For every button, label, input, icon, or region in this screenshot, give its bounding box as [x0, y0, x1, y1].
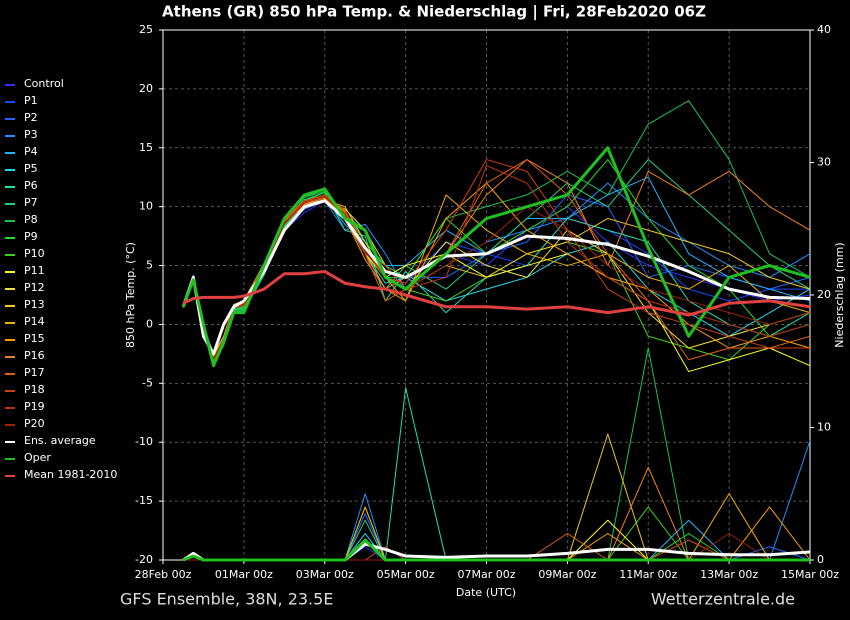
y-tick-label: -20 [135, 553, 153, 566]
y-tick-label: -10 [135, 435, 153, 448]
temp-line [182, 199, 811, 356]
y-tick-label: -15 [135, 494, 153, 507]
legend-label: Mean 1981-2010 [24, 468, 117, 481]
footer-left: GFS Ensemble, 38N, 23.5E [120, 590, 333, 609]
legend-label: P8 [24, 213, 38, 226]
x-tick-label: 01Mar 00z [215, 568, 273, 581]
x-axis-label: Date (UTC) [456, 586, 516, 599]
legend-label: P20 [24, 417, 45, 430]
legend-label: P15 [24, 332, 45, 345]
y-tick-label: -5 [142, 376, 153, 389]
x-tick-label: 09Mar 00z [538, 568, 596, 581]
legend-label: P9 [24, 230, 38, 243]
x-tick-label: 05Mar 00z [377, 568, 435, 581]
legend-label: P17 [24, 366, 45, 379]
temp-line [181, 199, 811, 356]
y2-tick-label: 0 [817, 553, 824, 566]
legend-label: P12 [24, 281, 45, 294]
x-tick-label: 03Mar 00z [296, 568, 354, 581]
y-axis-label: 850 hPa Temp. (°C) [124, 242, 137, 348]
legend-label: P6 [24, 179, 38, 192]
temp-line [181, 146, 811, 368]
legend-label: P10 [24, 247, 45, 260]
y-tick-label: 0 [146, 317, 153, 330]
x-tick-label: 28Feb 00z [135, 568, 192, 581]
legend-label: P13 [24, 298, 45, 311]
legend-label: P5 [24, 162, 38, 175]
x-tick-label: 13Mar 00z [700, 568, 758, 581]
chart-title: Athens (GR) 850 hPa Temp. & Niederschlag… [162, 3, 706, 22]
y-tick-label: 25 [139, 23, 153, 36]
y-tick-label: 20 [139, 82, 153, 95]
legend-label: Oper [24, 451, 51, 464]
y-tick-label: 10 [139, 200, 153, 213]
legend-label: P2 [24, 111, 38, 124]
legend-label: P3 [24, 128, 38, 141]
y2-axis-label: Niederschlag (mm) [833, 242, 846, 347]
legend-label: P16 [24, 349, 45, 362]
legend-label: P1 [24, 94, 38, 107]
footer-right: Wetterzentrale.de [651, 590, 795, 609]
legend-label: Ens. average [24, 434, 96, 447]
legend-label: P18 [24, 383, 45, 396]
temp-line [182, 269, 811, 317]
y2-tick-label: 40 [817, 23, 831, 36]
legend-label: Control [24, 77, 64, 90]
precip-line [182, 538, 810, 562]
y2-tick-label: 10 [817, 421, 831, 434]
x-tick-label: 07Mar 00z [457, 568, 515, 581]
legend-label: P19 [24, 400, 45, 413]
y2-tick-label: 30 [817, 156, 831, 169]
legend-label: P7 [24, 196, 38, 209]
legend-label: P11 [24, 264, 45, 277]
legend-label: P14 [24, 315, 45, 328]
y-tick-label: 5 [146, 259, 153, 272]
y2-tick-label: 20 [817, 288, 831, 301]
legend-label: P4 [24, 145, 38, 158]
y-tick-label: 15 [139, 141, 153, 154]
x-tick-label: 11Mar 00z [619, 568, 677, 581]
x-tick-label: 15Mar 00z [781, 568, 839, 581]
